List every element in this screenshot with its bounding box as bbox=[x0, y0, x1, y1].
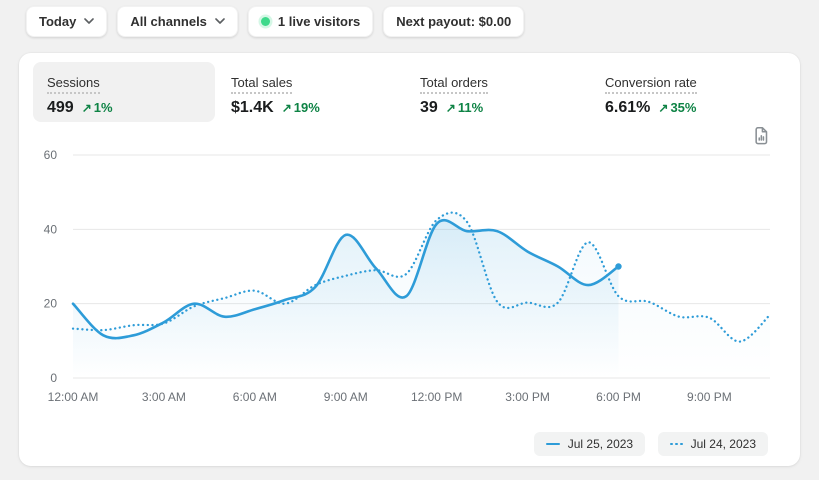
export-report-button[interactable] bbox=[750, 125, 772, 147]
metric-label: Total sales bbox=[231, 75, 293, 94]
trend-up-icon: ↗ bbox=[281, 101, 292, 115]
chart-legend: Jul 25, 2023 Jul 24, 2023 bbox=[533, 432, 768, 456]
metric-change: ↗ 11% bbox=[445, 100, 484, 115]
x-axis-tick-label: 9:00 PM bbox=[687, 390, 732, 404]
x-axis-tick-label: 6:00 AM bbox=[233, 390, 277, 404]
legend-item-jul-25[interactable]: Jul 25, 2023 bbox=[533, 432, 646, 456]
report-file-icon bbox=[755, 126, 768, 145]
metric-change: ↗ 19% bbox=[281, 100, 320, 115]
y-axis-tick-label: 0 bbox=[50, 371, 57, 385]
sessions-line-chart[interactable]: 0 20 40 60 12:00 AM 3:00 AM 6:00 AM 9:00 AM 12:0… bbox=[19, 143, 800, 443]
legend-item-jul-24[interactable]: Jul 24, 2023 bbox=[658, 432, 768, 456]
solid-line-marker-icon bbox=[545, 442, 560, 446]
trend-up-icon: ↗ bbox=[81, 101, 92, 115]
date-range-label: Today bbox=[39, 13, 77, 29]
live-visitors-badge[interactable]: 1 live visitors bbox=[247, 5, 374, 37]
trend-up-icon: ↗ bbox=[658, 101, 669, 115]
metric-tab-total-orders[interactable]: Total orders 39 ↗ 11% bbox=[420, 62, 488, 122]
x-axis-tick-label: 9:00 AM bbox=[324, 390, 368, 404]
metric-value: 39 bbox=[420, 99, 438, 116]
analytics-card: Sessions 499 ↗ 1% Total sales $1.4K ↗ 19% … bbox=[19, 53, 800, 466]
metric-value: 6.61% bbox=[605, 99, 651, 116]
y-axis-tick-label: 40 bbox=[44, 222, 58, 236]
live-status-dot-icon bbox=[260, 16, 270, 26]
top-toolbar: Today All channels 1 live visitors Next … bbox=[0, 4, 819, 38]
series-line-dotted bbox=[71, 211, 772, 343]
current-point-dot bbox=[615, 263, 622, 270]
live-visitors-label: 1 live visitors bbox=[277, 13, 361, 29]
x-axis-tick-label: 6:00 PM bbox=[596, 390, 641, 404]
metric-label: Conversion rate bbox=[605, 75, 697, 94]
channel-filter-button[interactable]: All channels bbox=[117, 5, 238, 37]
x-axis-tick-label: 3:00 PM bbox=[505, 390, 550, 404]
legend-label: Jul 24, 2023 bbox=[690, 437, 756, 451]
metric-tab-sessions[interactable]: Sessions 499 ↗ 1% bbox=[33, 62, 215, 122]
x-axis-tick-label: 3:00 AM bbox=[142, 390, 186, 404]
series-line-solid bbox=[71, 218, 620, 340]
y-axis-tick-label: 60 bbox=[44, 148, 58, 162]
area-fill-jul-24 bbox=[73, 212, 770, 378]
legend-label: Jul 25, 2023 bbox=[567, 437, 634, 451]
chevron-down-icon bbox=[84, 18, 95, 24]
metric-change: ↗ 1% bbox=[81, 100, 113, 115]
date-range-button[interactable]: Today bbox=[26, 5, 108, 37]
metric-value: 499 bbox=[47, 99, 74, 116]
metric-tab-conversion-rate[interactable]: Conversion rate 6.61% ↗ 35% bbox=[605, 62, 697, 122]
trend-up-icon: ↗ bbox=[445, 101, 456, 115]
metric-value: $1.4K bbox=[231, 99, 274, 116]
y-axis-tick-label: 20 bbox=[44, 297, 58, 311]
metric-label: Total orders bbox=[420, 75, 488, 94]
chevron-down-icon bbox=[215, 18, 225, 24]
next-payout-button[interactable]: Next payout: $0.00 bbox=[383, 5, 525, 37]
dotted-line-marker-icon bbox=[670, 442, 683, 446]
x-axis-tick-label: 12:00 PM bbox=[411, 390, 462, 404]
metric-change: ↗ 35% bbox=[658, 100, 697, 115]
channel-filter-label: All channels bbox=[130, 13, 207, 29]
next-payout-label: Next payout: $0.00 bbox=[396, 13, 512, 29]
x-axis-tick-label: 12:00 AM bbox=[48, 390, 99, 404]
metric-tab-total-sales[interactable]: Total sales $1.4K ↗ 19% bbox=[231, 62, 320, 122]
metric-label: Sessions bbox=[47, 75, 100, 94]
